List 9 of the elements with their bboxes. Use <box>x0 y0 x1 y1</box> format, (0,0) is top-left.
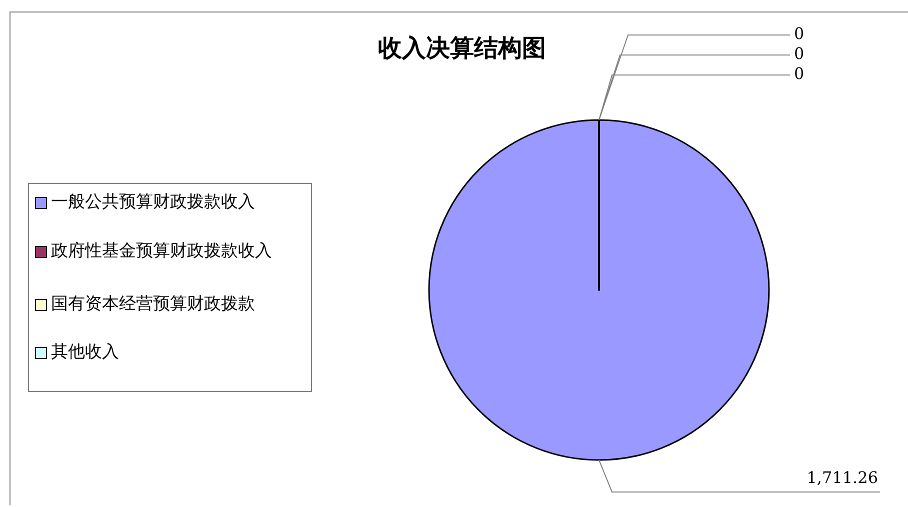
legend-label: 政府性基金预算财政拨款收入 <box>51 241 273 261</box>
chart-title: 收入决算结构图 <box>377 33 547 64</box>
legend-label: 一般公共预算财政拨款收入 <box>51 192 256 212</box>
text: 0 <box>794 64 804 83</box>
text: 0 <box>794 44 804 63</box>
data-label: 1,711.26 <box>806 468 878 487</box>
legend-label: 其他收入 <box>51 342 120 362</box>
legend-label: 国有资本经营预算财政拨款 <box>51 294 256 314</box>
text: 0 <box>794 24 804 43</box>
